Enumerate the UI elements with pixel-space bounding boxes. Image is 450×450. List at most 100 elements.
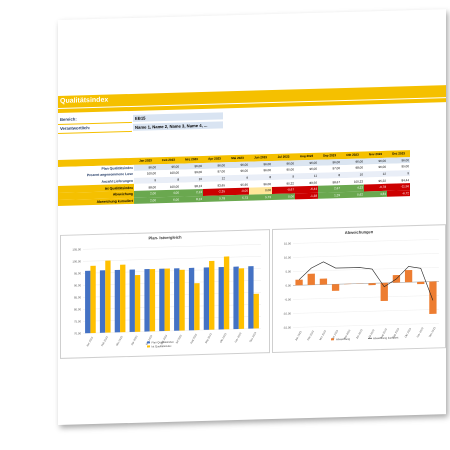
y-tick-label: 95,00 [74, 271, 81, 275]
bereich-divider [58, 121, 132, 125]
x-tick-label: Feb 2023 [306, 329, 315, 341]
ist-bar [149, 269, 156, 332]
table-cell[interactable]: 5,73 [226, 194, 249, 202]
y-tick-label: 15,00 [284, 241, 291, 245]
x-tick-label: Jan 2023 [294, 330, 303, 342]
legend-label: Ist Qualitätsindex [152, 344, 173, 349]
x-tick-label: Okt 2023 [219, 332, 228, 344]
x-tick-label: Mrz 2023 [115, 335, 124, 347]
y-tick-label: -10,00 [283, 311, 291, 315]
zero-axis [293, 281, 439, 286]
x-tick-label: Feb 2023 [100, 335, 109, 347]
bereich-label: Bereich: [60, 116, 77, 122]
x-tick-label: Dez 2023 [428, 326, 437, 338]
plan-bar [233, 266, 239, 330]
abweichung-bar [307, 273, 315, 286]
x-tick-label: Aug 2023 [189, 332, 198, 344]
ist-bar [90, 265, 96, 334]
gridline [83, 304, 261, 310]
table-cell[interactable]: 6,00 [157, 196, 180, 204]
table-cell[interactable]: 5,73 [249, 193, 272, 201]
gridline [293, 323, 439, 328]
plan-bar [188, 267, 195, 331]
abweichung-bar [417, 281, 425, 285]
plan-bar [99, 270, 106, 333]
ist-bar [134, 274, 141, 332]
legend-label: Abweichung [336, 337, 351, 341]
x-tick-label: Aug 2023 [379, 327, 388, 339]
abweichung-bar [295, 279, 303, 286]
x-tick-label: Mai 2023 [144, 334, 153, 346]
ist-bar [179, 269, 185, 331]
x-tick-label: Sep 2023 [204, 332, 213, 344]
legend-swatch [147, 345, 150, 348]
abweichung-chart-svg: -15,00 -10,00 -5,00 0,00 5,00 10,00 15,00 Jan 2… [283, 239, 439, 342]
x-tick-label: Mai 2023 [342, 328, 351, 340]
ist-bar [120, 264, 126, 333]
abweichung-bar [319, 278, 328, 285]
abweichung-chart: Abweichungen -15,00 -10,00 -5,00 0,00 5,00 10… [272, 224, 446, 354]
table-cell[interactable]: 5,62 [341, 191, 364, 199]
gridline [83, 280, 261, 286]
x-tick-label: Nov 2023 [233, 331, 242, 343]
y-tick-label: 5,00 [286, 269, 292, 273]
abweichung-bar [404, 269, 413, 283]
verantwortlich-value[interactable]: Name 1, Name 2, Name 3, Name 4, ... [133, 121, 223, 131]
x-tick-label: Jun 2023 [355, 328, 364, 340]
legend-swatch [147, 341, 150, 344]
x-tick-label: Dez 2023 [248, 331, 257, 343]
x-tick-label: Apr 2023 [330, 329, 339, 341]
gridline [83, 244, 261, 250]
gridline [293, 239, 439, 244]
x-tick-label: Apr 2023 [130, 334, 139, 346]
x-tick-label: Mrz 2023 [318, 329, 327, 341]
gridline [293, 253, 439, 258]
gridline [83, 316, 261, 322]
x-tick-label: Jun 2023 [159, 333, 168, 345]
data-table: Jan 2023 Feb 2023 Mrz 2023 Apr 2023 Mai 2023… [58, 150, 410, 207]
x-tick-label: Jul 2023 [174, 333, 183, 344]
ist-bar [194, 283, 200, 331]
plan-bar [203, 267, 210, 330]
x-tick-label: Jul 2023 [367, 328, 376, 339]
legend-label: Plan Qualitätsindex [152, 340, 175, 345]
abweichung-bar [368, 283, 376, 286]
gridline [83, 328, 261, 334]
gridline [293, 267, 439, 272]
abweichung-bar [331, 284, 340, 291]
table-cell[interactable]: -1,38 [295, 192, 318, 200]
kumuliert-line [298, 261, 434, 301]
plan-ist-chart-svg: 70,00 75,00 80,00 85,00 90,00 95,00 100,00 105,… [72, 244, 261, 349]
gridline [293, 309, 439, 314]
y-tick-label: 85,00 [74, 295, 81, 299]
row-label: Abweichung kumuliert [58, 197, 134, 207]
gridline [83, 256, 261, 262]
plan-bar [144, 269, 150, 332]
gridline [293, 295, 439, 300]
table-cell[interactable]: 2,00 [134, 196, 157, 205]
ist-bar [164, 268, 170, 332]
table-cell[interactable]: 5,78 [203, 194, 226, 203]
verantwortlich-label: Verantwortlich: [60, 125, 91, 131]
abweichung-bar [380, 282, 388, 302]
y-tick-label: 10,00 [284, 255, 291, 259]
table-cell[interactable]: 5,06 [272, 192, 295, 201]
y-tick-label: -15,00 [283, 325, 291, 329]
ist-bar [253, 293, 259, 329]
abweichung-bar [429, 281, 437, 314]
y-tick-label: 0,00 [286, 283, 292, 287]
table-cell[interactable]: -6,72 [387, 189, 410, 197]
page-title: Qualitätsindex [60, 96, 109, 105]
legend-swatch [331, 338, 334, 341]
ist-bar [209, 260, 215, 330]
plan-bar [174, 268, 180, 331]
bereich-value[interactable]: EB15 [133, 112, 223, 122]
table-cell[interactable]: 1,29 [318, 191, 341, 199]
y-tick-label: 105,00 [72, 247, 81, 251]
table-cell[interactable]: 4,84 [364, 190, 387, 198]
y-tick-label: 100,00 [72, 259, 81, 263]
table-cell[interactable]: 8,13 [180, 195, 203, 203]
verantwortlich-divider [58, 130, 132, 134]
ist-bar [238, 268, 245, 329]
plan-bar [114, 269, 121, 333]
